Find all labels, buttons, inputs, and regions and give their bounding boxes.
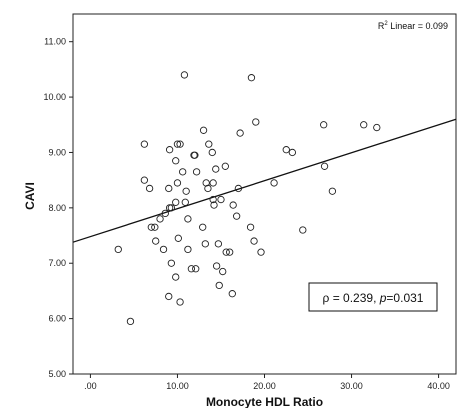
data-point	[191, 151, 199, 159]
data-point	[161, 209, 169, 218]
data-point	[232, 212, 241, 220]
data-point	[209, 195, 217, 204]
data-point	[173, 140, 182, 148]
data-point	[156, 215, 164, 223]
data-point	[172, 273, 180, 281]
data-point	[126, 317, 135, 326]
data-point	[165, 184, 173, 193]
data-points	[114, 71, 381, 326]
data-point	[176, 298, 184, 306]
data-point	[360, 121, 368, 129]
data-point	[320, 162, 329, 170]
data-point	[212, 262, 221, 270]
data-point	[209, 179, 217, 187]
x-tick-label: 30.00	[340, 381, 363, 391]
data-point	[214, 240, 223, 248]
x-tick-label: 10.00	[166, 381, 189, 391]
data-point	[140, 140, 149, 148]
data-point	[199, 223, 207, 231]
y-axis-title: CAVI	[23, 182, 37, 210]
data-point	[145, 184, 154, 193]
data-point	[236, 129, 244, 137]
data-point	[270, 179, 278, 187]
data-point	[328, 187, 337, 195]
data-point	[176, 140, 184, 148]
data-point	[184, 215, 192, 223]
data-point	[210, 201, 218, 209]
data-point	[217, 195, 225, 204]
data-point	[204, 184, 212, 193]
y-tick-label: 9.00	[48, 147, 66, 157]
data-point	[228, 290, 236, 298]
statistic-box	[308, 282, 438, 312]
data-point	[182, 187, 190, 195]
data-point	[250, 237, 258, 245]
data-point	[299, 226, 307, 234]
data-point	[234, 184, 243, 193]
x-tick-label: 20.00	[253, 381, 276, 391]
data-point	[221, 162, 229, 170]
data-point	[187, 265, 196, 273]
data-point	[288, 148, 297, 157]
x-tick-label: .00	[84, 381, 97, 391]
data-point	[179, 168, 187, 176]
data-point	[252, 118, 260, 126]
data-point	[165, 146, 174, 154]
y-tick-label: 6.00	[48, 314, 66, 324]
statistic-label: ρ = 0.239, p=0.031	[323, 291, 424, 305]
data-point	[114, 245, 122, 254]
data-point	[165, 292, 173, 301]
data-point	[226, 248, 234, 256]
data-point	[257, 248, 265, 256]
data-point	[184, 245, 192, 254]
data-point	[152, 237, 160, 245]
y-tick-label: 10.00	[43, 92, 66, 102]
data-point	[247, 74, 256, 82]
data-point	[201, 240, 209, 248]
data-point	[282, 146, 290, 154]
data-point	[180, 71, 189, 79]
data-point	[205, 140, 213, 148]
data-point	[140, 176, 149, 184]
data-point	[167, 204, 176, 212]
data-point	[215, 281, 223, 290]
data-point	[373, 123, 381, 132]
y-tick-label: 7.00	[48, 258, 66, 268]
data-point	[172, 198, 180, 206]
y-tick-label: 11.00	[44, 37, 66, 47]
r2-label: R2 Linear = 0.099	[378, 21, 448, 31]
data-point	[172, 157, 180, 165]
fit-line	[72, 118, 457, 243]
data-point	[151, 223, 159, 231]
data-point	[147, 223, 155, 231]
data-point	[222, 248, 230, 256]
x-axis-ticks: .00 10.00 20.00 30.00 40.00	[84, 374, 450, 391]
data-point	[174, 234, 182, 242]
data-point	[229, 201, 237, 209]
data-point	[212, 165, 220, 173]
plot-frame	[72, 13, 457, 375]
data-point	[246, 223, 255, 231]
y-tick-label: 5.00	[48, 369, 66, 379]
y-axis-ticks: 5.00 6.00 7.00 8.00 9.00 10.00 11.00	[43, 37, 73, 379]
data-point	[192, 265, 200, 273]
data-point	[167, 259, 176, 267]
data-point	[192, 168, 201, 176]
y-tick-label: 8.00	[48, 203, 66, 213]
data-point	[159, 245, 168, 254]
data-point	[320, 121, 328, 129]
data-point	[208, 148, 216, 157]
data-point	[199, 126, 208, 134]
data-point	[219, 267, 227, 276]
x-tick-label: 40.00	[427, 381, 450, 391]
data-point	[173, 179, 182, 187]
x-axis-title: Monocyte HDL Ratio	[206, 395, 323, 408]
data-point	[181, 198, 189, 206]
